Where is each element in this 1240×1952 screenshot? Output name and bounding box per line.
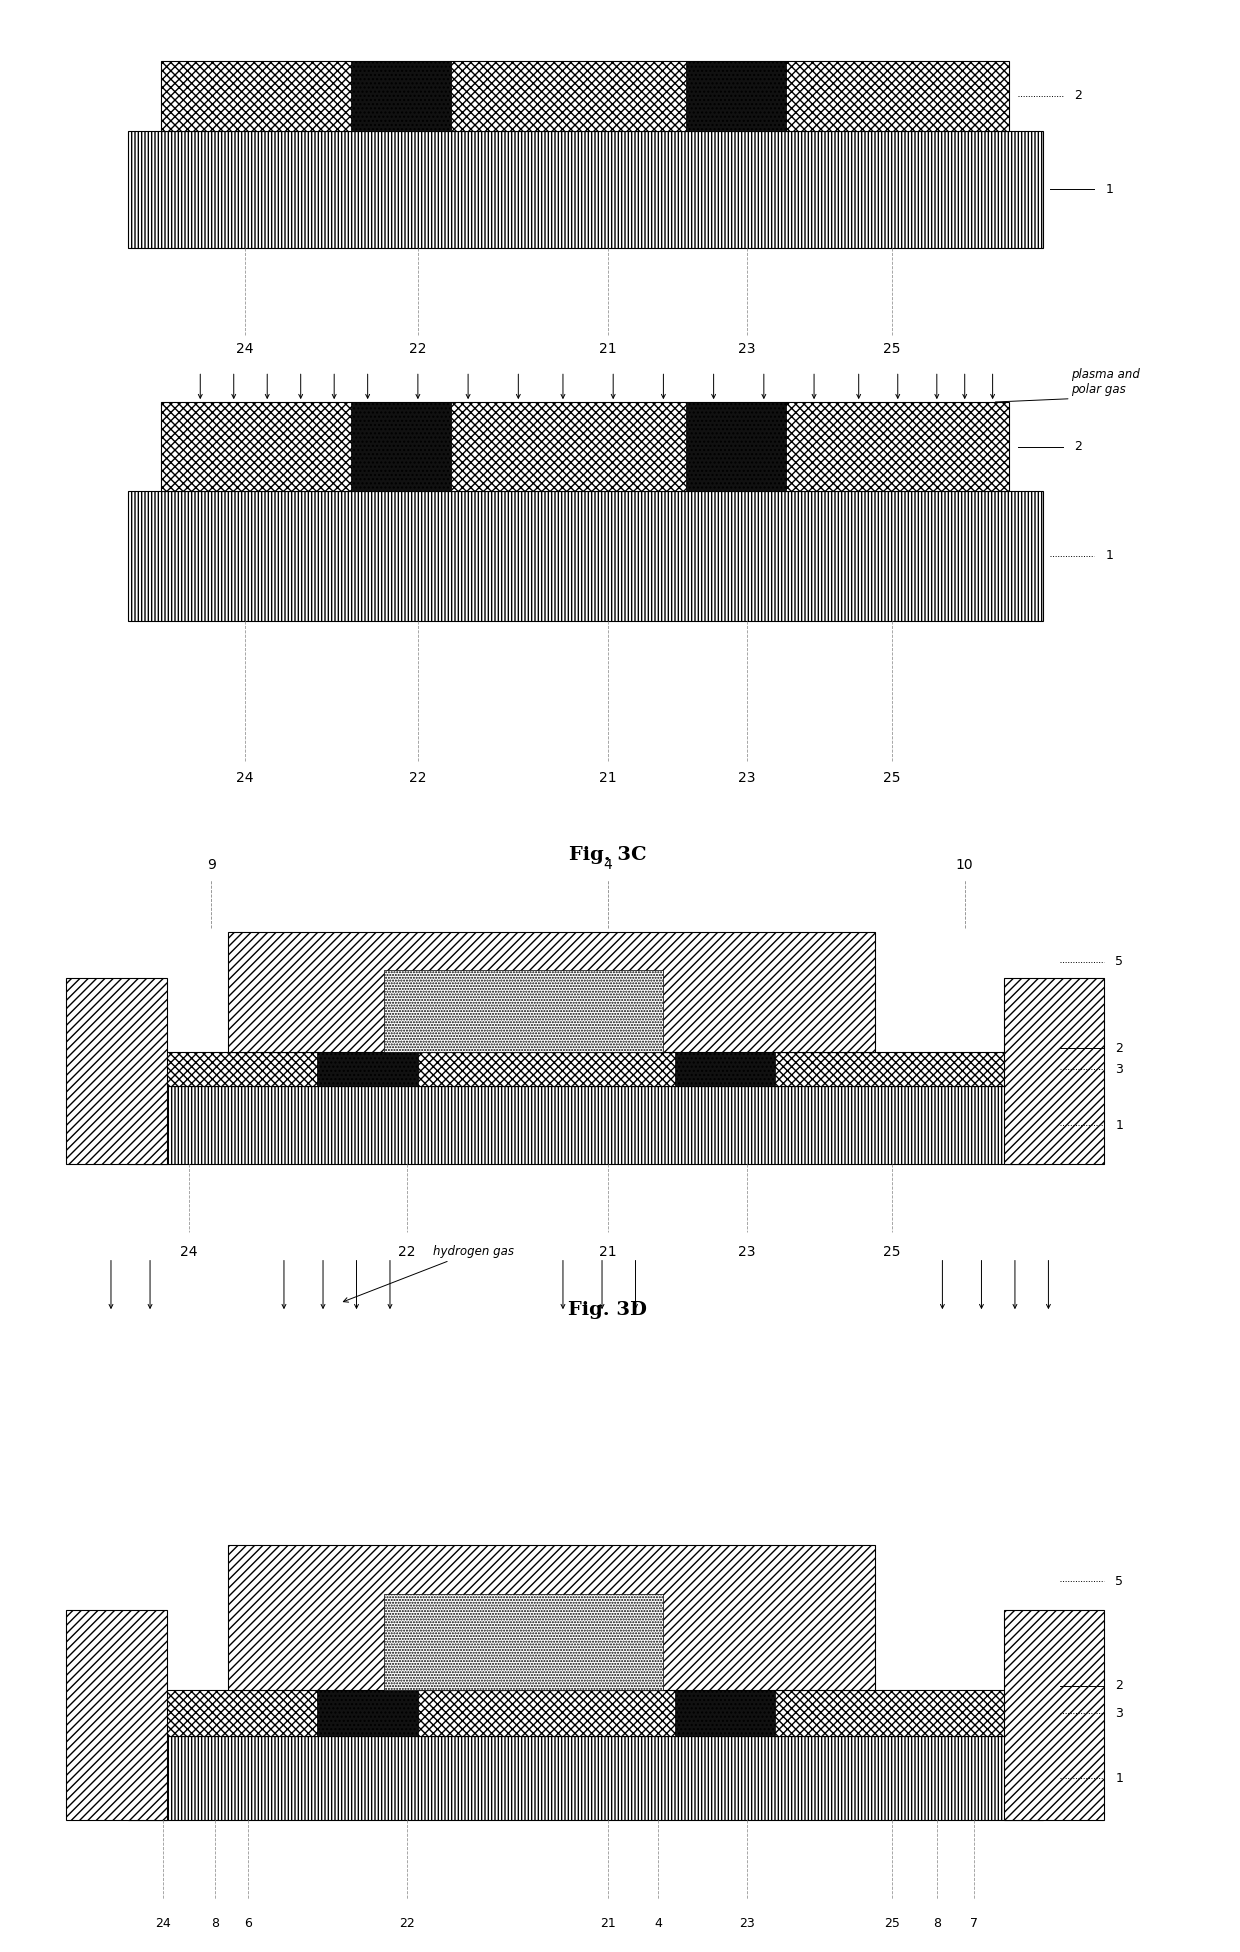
Bar (128, 1690, 1043, 1735)
Text: 21: 21 (600, 1917, 615, 1931)
Bar (384, 970, 663, 1052)
Text: 5: 5 (1116, 955, 1123, 968)
Text: 23: 23 (738, 1245, 756, 1259)
Text: 25: 25 (883, 771, 901, 785)
Text: 22: 22 (409, 771, 427, 785)
Text: 22: 22 (398, 1245, 415, 1259)
Text: 8: 8 (211, 1917, 218, 1931)
Text: 23: 23 (738, 342, 756, 355)
Text: 2: 2 (1074, 90, 1083, 102)
Bar (317, 1690, 418, 1735)
Text: 22: 22 (399, 1917, 414, 1931)
Bar (351, 402, 451, 492)
Text: 2: 2 (1074, 439, 1083, 453)
Bar (686, 61, 786, 131)
Text: 24: 24 (236, 771, 254, 785)
Bar (1004, 978, 1105, 1163)
Bar (675, 1690, 775, 1735)
Text: plasma and
polar gas: plasma and polar gas (1071, 369, 1140, 396)
Text: 1: 1 (1105, 549, 1114, 562)
Bar (351, 61, 451, 131)
Text: 4: 4 (653, 1917, 662, 1931)
Text: 6: 6 (244, 1917, 252, 1931)
Text: 2: 2 (1116, 1042, 1123, 1054)
Text: 23: 23 (738, 771, 756, 785)
Text: 4: 4 (603, 857, 613, 873)
Bar (128, 1735, 1043, 1821)
Bar (67, 1610, 167, 1821)
Bar (161, 61, 1009, 131)
Text: 25: 25 (884, 1917, 900, 1931)
Text: 1: 1 (1116, 1772, 1123, 1784)
Text: 24: 24 (236, 342, 254, 355)
Text: 10: 10 (956, 857, 973, 873)
Text: hydrogen gas: hydrogen gas (343, 1245, 515, 1302)
Text: 25: 25 (883, 342, 901, 355)
Text: 9: 9 (207, 857, 216, 873)
Bar (228, 931, 875, 1052)
Bar (1004, 1610, 1105, 1821)
Bar (228, 1546, 875, 1690)
Text: 24: 24 (180, 1245, 198, 1259)
Text: 8: 8 (932, 1917, 941, 1931)
Text: 21: 21 (599, 771, 616, 785)
Text: 25: 25 (883, 1245, 901, 1259)
Text: 22: 22 (409, 342, 427, 355)
Text: 7: 7 (970, 1917, 977, 1931)
Bar (128, 492, 1043, 621)
Bar (128, 1087, 1043, 1163)
Bar (675, 1052, 775, 1087)
Text: Fig. 3D: Fig. 3D (568, 1302, 647, 1320)
Text: 2: 2 (1116, 1679, 1123, 1692)
Bar (384, 1595, 663, 1690)
Bar (128, 1052, 1043, 1087)
Text: 1: 1 (1105, 183, 1114, 195)
Text: 3: 3 (1116, 1062, 1123, 1076)
Bar (317, 1052, 418, 1087)
Bar (67, 978, 167, 1163)
Bar (128, 131, 1043, 248)
Text: 21: 21 (599, 342, 616, 355)
Text: 21: 21 (599, 1245, 616, 1259)
Text: 3: 3 (1116, 1706, 1123, 1720)
Text: Fig. 3B: Fig. 3B (568, 412, 647, 429)
Text: 1: 1 (1116, 1118, 1123, 1132)
Text: Fig. 3C: Fig. 3C (569, 847, 646, 865)
Bar (161, 402, 1009, 492)
Text: 5: 5 (1116, 1575, 1123, 1587)
Bar (686, 402, 786, 492)
Text: 23: 23 (739, 1917, 755, 1931)
Text: 24: 24 (155, 1917, 171, 1931)
